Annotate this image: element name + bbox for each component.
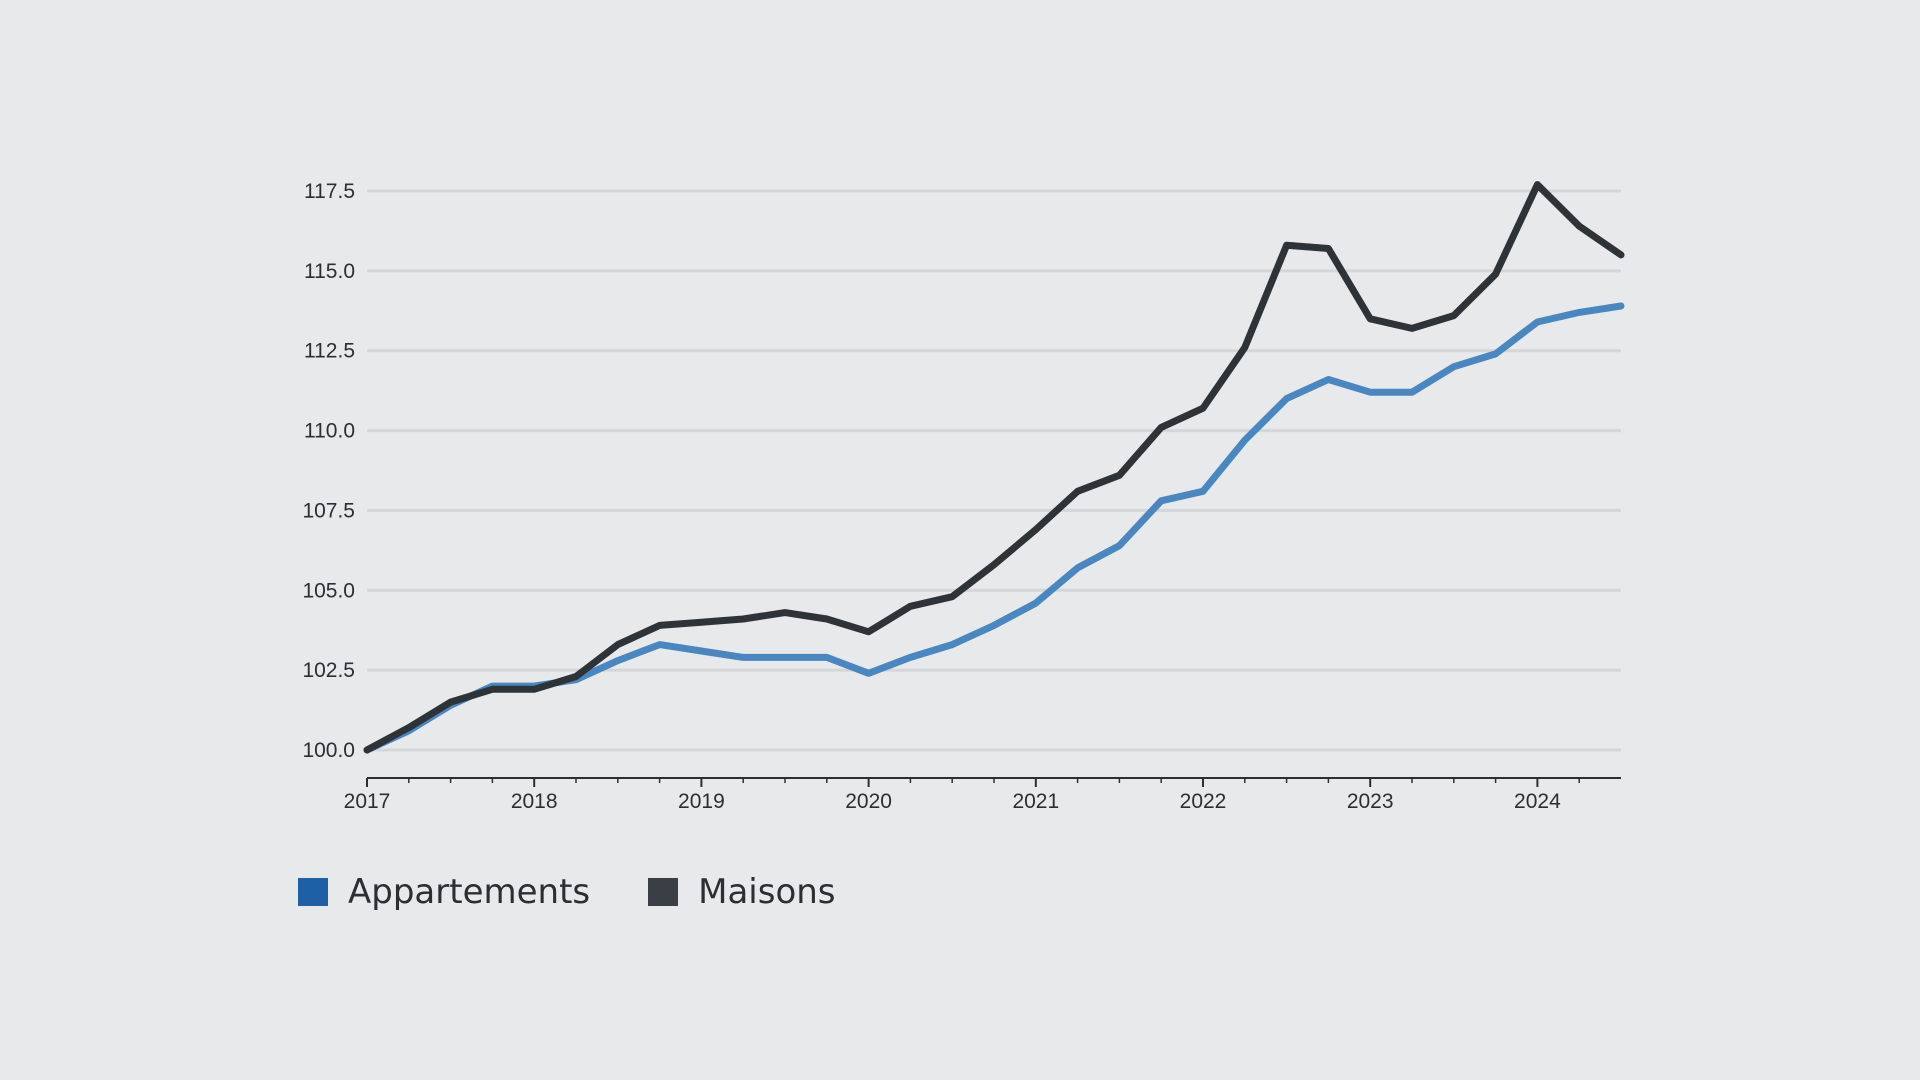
x-tick-label: 2023	[1347, 790, 1394, 813]
y-tick-label: 102.5	[302, 659, 355, 682]
y-tick-label: 115.0	[304, 260, 355, 283]
x-axis	[366, 777, 1621, 787]
x-tick-label: 2021	[1012, 790, 1059, 813]
legend-label-appartements: Appartements	[348, 872, 591, 912]
x-tick-label: 2018	[511, 790, 558, 813]
y-tick-label: 112.5	[304, 340, 355, 363]
legend-swatch-maisons	[648, 878, 679, 906]
series-lines	[363, 181, 1625, 754]
y-tick-label: 100.0	[302, 739, 355, 762]
legend-item-appartements[interactable]: Appartements	[298, 872, 590, 912]
y-tick-label: 110.0	[304, 420, 355, 443]
x-tick-label: 2017	[344, 790, 391, 813]
x-axis-tick-labels: 2017 2018 2019 2020 2021 2022 2023 2024	[344, 790, 1561, 813]
legend-label-maisons: Maisons	[698, 872, 836, 912]
legend-swatch-appartements	[298, 878, 328, 906]
x-tick-label: 2019	[678, 790, 725, 813]
x-tick-label: 2024	[1514, 790, 1561, 813]
y-axis-tick-labels: 100.0 102.5 105.0 107.5 110.0 112.5 115.0 117.5	[302, 180, 355, 762]
y-tick-label: 107.5	[302, 499, 355, 522]
y-tick-label: 105.0	[302, 579, 355, 602]
x-tick-label: 2020	[845, 790, 892, 813]
legend-item-maisons[interactable]: Maisons	[648, 872, 836, 912]
gridlines	[367, 189, 1621, 752]
y-tick-label: 117.5	[304, 180, 355, 203]
series-line-maisons	[363, 181, 1625, 754]
legend: Appartements Maisons	[298, 872, 894, 912]
x-tick-label: 2022	[1180, 790, 1227, 813]
